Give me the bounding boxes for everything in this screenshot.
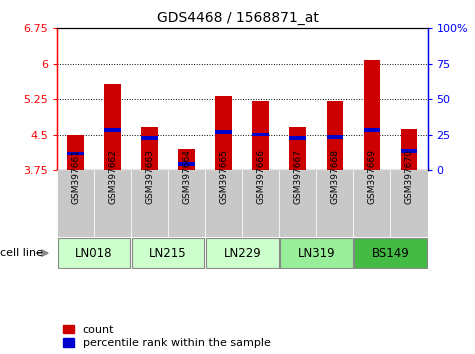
Bar — [316, 170, 353, 237]
Text: BS149: BS149 — [371, 247, 409, 259]
Bar — [57, 170, 94, 237]
Text: GDS4468 / 1568871_at: GDS4468 / 1568871_at — [157, 11, 318, 25]
Bar — [67, 135, 84, 170]
Text: GSM397665: GSM397665 — [219, 149, 228, 204]
Bar — [354, 239, 427, 268]
Text: LN018: LN018 — [76, 247, 113, 259]
Bar — [280, 239, 352, 268]
Text: LN215: LN215 — [149, 247, 187, 259]
Bar — [141, 136, 158, 140]
Text: GSM397662: GSM397662 — [108, 149, 117, 204]
Bar — [168, 170, 205, 237]
Bar — [132, 239, 204, 268]
Bar — [390, 170, 428, 237]
Bar — [363, 60, 380, 170]
Bar — [289, 127, 306, 170]
Text: LN229: LN229 — [223, 247, 261, 259]
Bar — [215, 130, 232, 134]
Text: GSM397668: GSM397668 — [331, 149, 339, 204]
Text: GSM397661: GSM397661 — [71, 149, 80, 204]
Bar — [252, 102, 269, 170]
Bar — [326, 102, 343, 170]
Bar — [215, 96, 232, 170]
Text: GSM397670: GSM397670 — [405, 149, 413, 204]
Bar — [178, 162, 195, 166]
Bar — [67, 152, 84, 155]
Bar — [242, 170, 279, 237]
Bar — [363, 128, 380, 132]
Bar — [94, 170, 131, 237]
Text: GSM397663: GSM397663 — [145, 149, 154, 204]
Legend: count, percentile rank within the sample: count, percentile rank within the sample — [63, 325, 270, 348]
Bar — [58, 239, 130, 268]
Bar — [252, 133, 269, 136]
Text: LN319: LN319 — [297, 247, 335, 259]
Bar — [104, 128, 121, 132]
Bar — [205, 170, 242, 237]
Bar — [279, 170, 316, 237]
Bar — [326, 135, 343, 139]
Text: cell line: cell line — [0, 248, 43, 258]
Bar — [104, 84, 121, 170]
Text: GSM397666: GSM397666 — [256, 149, 265, 204]
Bar — [353, 170, 390, 237]
Text: GSM397669: GSM397669 — [368, 149, 376, 204]
Text: GSM397664: GSM397664 — [182, 149, 191, 204]
Text: GSM397667: GSM397667 — [294, 149, 302, 204]
Bar — [400, 149, 418, 153]
Bar — [206, 239, 278, 268]
Bar — [141, 127, 158, 170]
Bar — [178, 149, 195, 170]
Bar — [289, 136, 306, 140]
Bar — [131, 170, 168, 237]
Bar — [400, 129, 418, 170]
